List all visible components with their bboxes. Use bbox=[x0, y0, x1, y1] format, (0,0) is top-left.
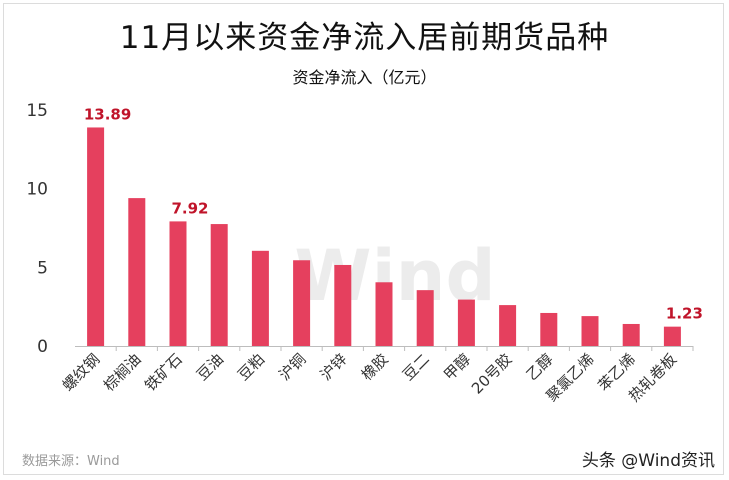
bar bbox=[499, 305, 517, 346]
bar bbox=[251, 250, 269, 346]
y-tick-label: 10 bbox=[26, 180, 48, 200]
bar bbox=[416, 290, 434, 346]
x-category-label: 沪铜 bbox=[275, 350, 309, 384]
data-label: 7.92 bbox=[171, 199, 208, 217]
x-category-label: 橡胶 bbox=[358, 350, 392, 384]
bar bbox=[457, 299, 475, 346]
y-tick-label: 0 bbox=[37, 337, 48, 357]
brand-watermark: 头条 @Wind资讯 bbox=[581, 451, 715, 471]
bar bbox=[581, 316, 599, 346]
x-category-label: 豆二 bbox=[399, 350, 433, 384]
chart-subtitle: 资金净流入（亿元） bbox=[292, 68, 437, 87]
x-category-label: 螺纹钢 bbox=[59, 350, 104, 395]
bar bbox=[334, 264, 352, 346]
x-category-label: 甲醇 bbox=[440, 350, 474, 384]
data-label: 1.23 bbox=[666, 305, 703, 323]
x-category-label: 豆油 bbox=[193, 350, 227, 384]
chart-frame bbox=[3, 3, 724, 475]
data-source: 数据来源：Wind bbox=[22, 454, 120, 469]
x-category-label: 豆粕 bbox=[234, 350, 268, 384]
bar bbox=[293, 260, 311, 346]
bar bbox=[87, 127, 105, 347]
x-category-label: 铁矿石 bbox=[141, 350, 186, 395]
chart-title: 11月以来资金净流入居前期货品种 bbox=[119, 20, 610, 56]
x-category-label: 乙醇 bbox=[523, 350, 557, 384]
y-tick-label: 5 bbox=[37, 258, 48, 278]
x-category-label: 棕榈油 bbox=[100, 350, 145, 395]
bar bbox=[622, 323, 640, 346]
bar bbox=[663, 326, 681, 346]
y-tick-label: 15 bbox=[26, 101, 48, 121]
x-category-label: 20号胶 bbox=[468, 350, 515, 397]
bar bbox=[540, 312, 558, 346]
bar bbox=[169, 221, 187, 346]
x-category-label: 沪锌 bbox=[317, 350, 351, 384]
bar bbox=[210, 224, 228, 346]
data-label: 13.89 bbox=[84, 105, 131, 123]
bar bbox=[375, 282, 393, 346]
bar bbox=[128, 198, 146, 346]
